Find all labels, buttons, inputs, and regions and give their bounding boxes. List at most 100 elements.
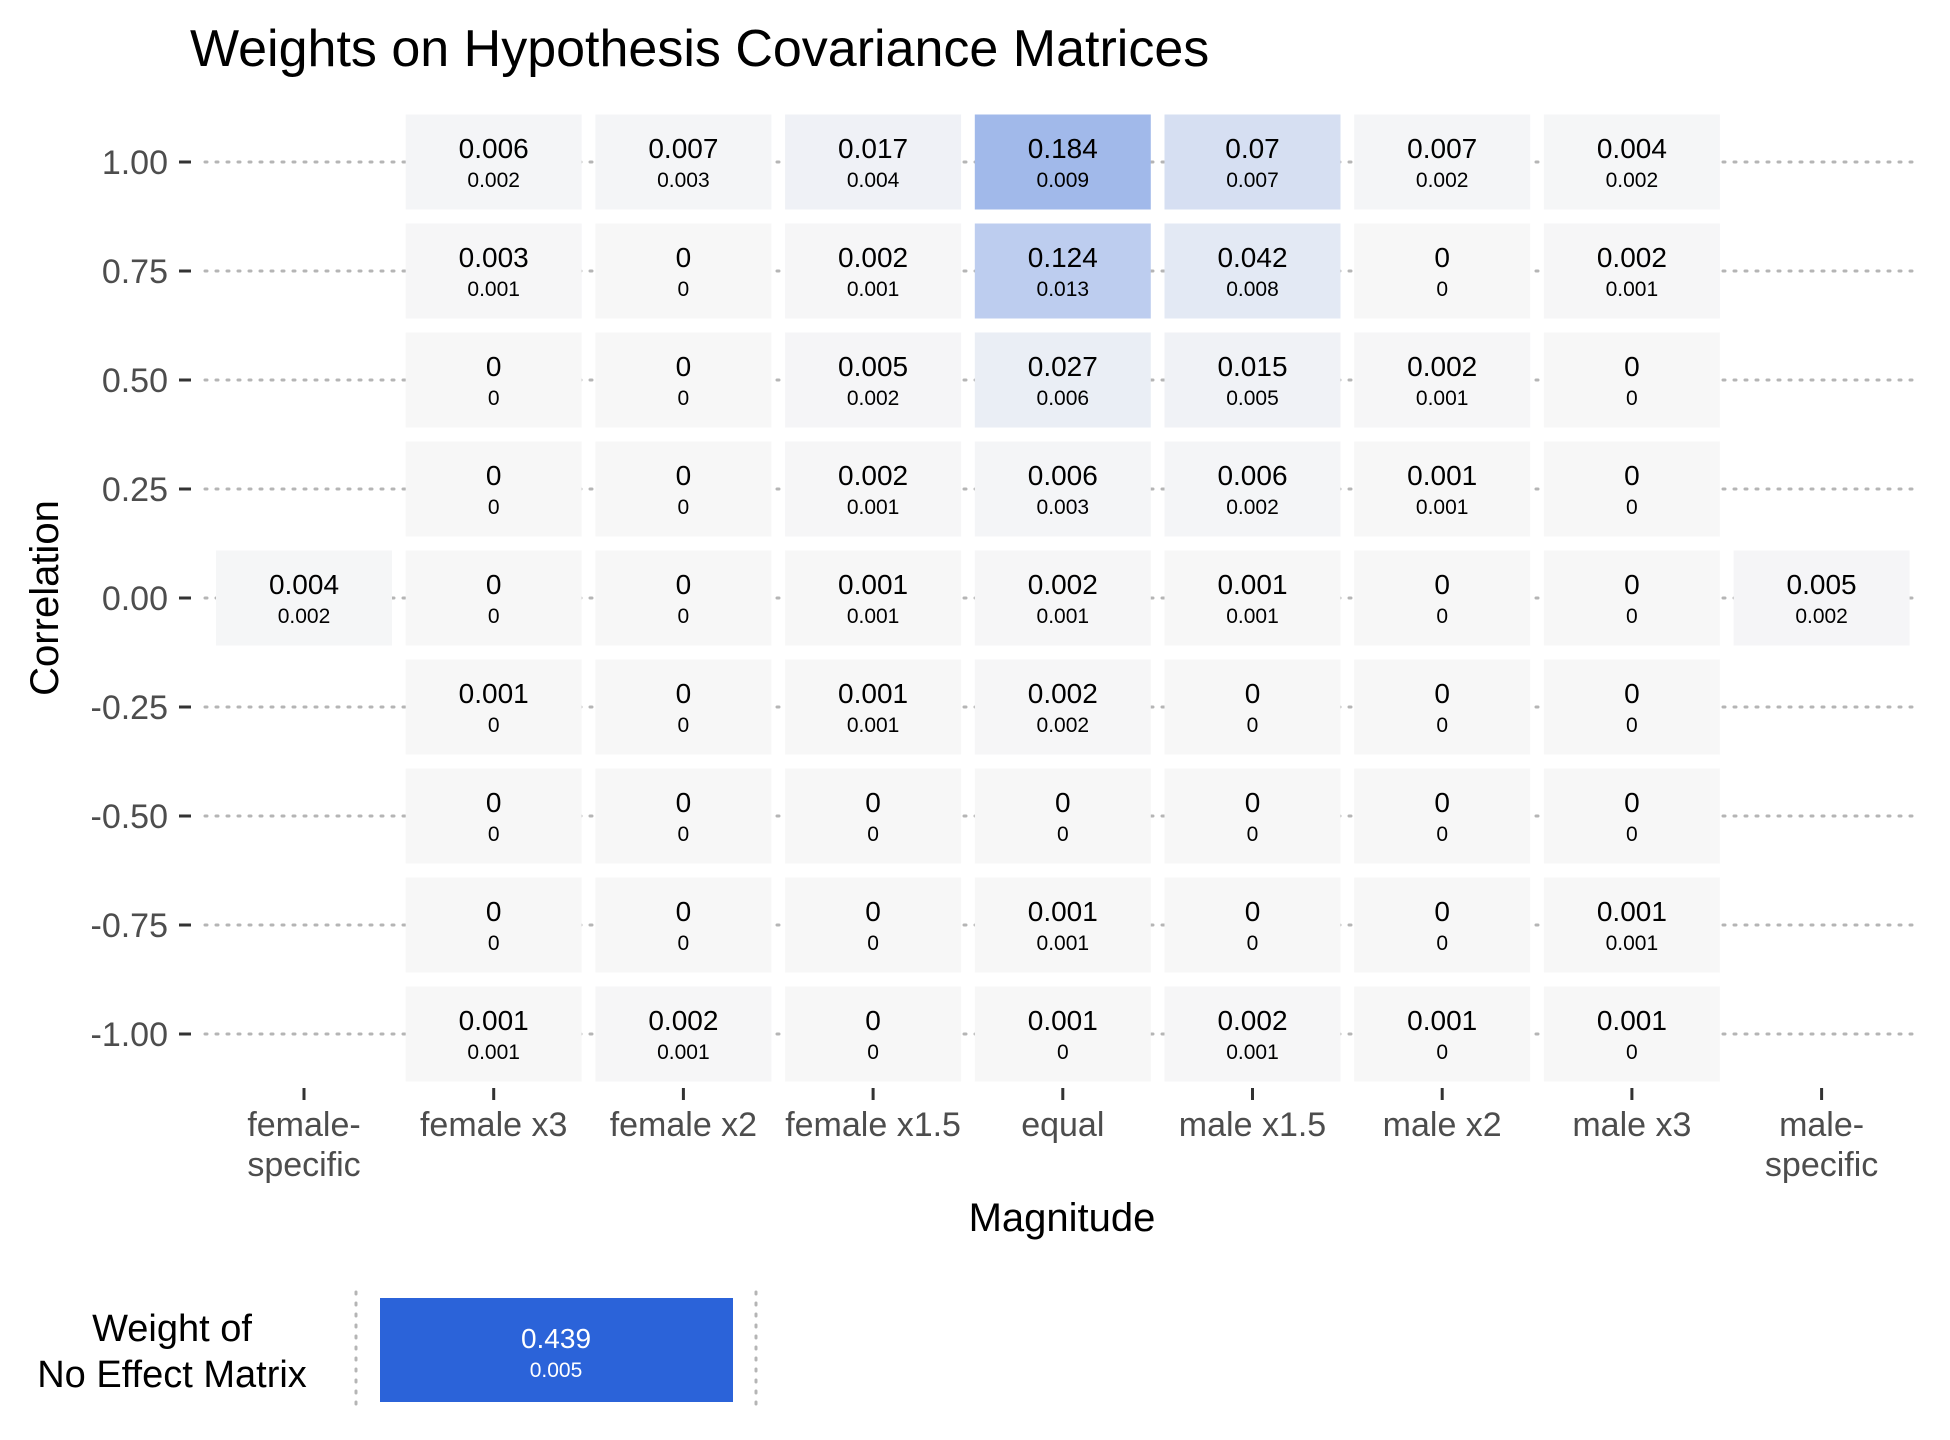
heatmap-cell: 0.004 0.002 [1543,114,1720,210]
cell-se: 0 [678,605,690,628]
heatmap-cell: 00 [595,550,772,646]
heatmap-cell: 0.002 0.001 [974,550,1151,646]
x-tick-label: male-specific [1765,1106,1878,1184]
cell-value: 0 [486,569,502,600]
cell-rect [595,332,772,428]
no-effect-se: 0.005 [530,1359,583,1382]
cell-value: 0.001 [1028,1005,1098,1036]
cell-se: 0 [678,932,690,955]
cell-value: 0 [865,1005,881,1036]
cell-se: 0.002 [847,387,900,410]
cell-se: 0 [867,1041,879,1064]
heatmap-cell: 00 [595,441,772,537]
y-tick-label: 1.00 [102,144,168,182]
cell-value: 0.006 [1028,460,1098,491]
cell-value: 0.005 [838,351,908,382]
cell-value: 0.002 [1597,242,1667,273]
x-tick-label: male x1.5 [1179,1106,1326,1144]
heatmap-cell: 0.027 0.006 [974,332,1151,428]
cell-value: 0 [676,569,692,600]
y-tick-label: 0.00 [102,580,168,618]
heatmap-cell: 00 [405,441,582,537]
cell-value: 0.027 [1028,351,1098,382]
cell-value: 0.124 [1028,242,1098,273]
heatmap-cell: 0.001 0.001 [974,877,1151,973]
cell-value: 0.017 [838,133,908,164]
cell-rect [405,550,582,646]
heatmap-cell: 00 [595,877,772,973]
heatmap-cell: 0.005 0.002 [785,332,962,428]
cell-se: 0.009 [1037,169,1090,192]
heatmap-cell: 0.001 0 [1543,986,1720,1082]
no-effect-label: Weight of No Effect Matrix [37,1308,307,1396]
x-tick-label: male x2 [1383,1106,1502,1144]
cell-value: 0.001 [838,678,908,709]
cell-value: 0.001 [1597,896,1667,927]
cell-value: 0 [676,460,692,491]
cell-rect [1543,659,1720,755]
cell-rect [595,986,772,1082]
y-tick-label: 0.75 [102,253,168,291]
cell-se: 0 [1436,823,1448,846]
cell-value: 0 [1624,787,1640,818]
heatmap-cell: 00 [1354,659,1531,755]
cell-se: 0.007 [1226,169,1279,192]
cell-value: 0.002 [648,1005,718,1036]
cell-se: 0 [488,823,500,846]
cell-se: 0 [1626,605,1638,628]
cell-se: 0.005 [1226,387,1279,410]
cell-rect [974,877,1151,973]
y-axis-title: Correlation [23,500,67,696]
cell-rect [405,441,582,537]
heatmap-cell: 00 [785,877,962,973]
cell-value: 0 [1245,787,1261,818]
cell-se: 0.002 [1416,169,1469,192]
cell-rect [785,986,962,1082]
cell-rect [405,223,582,319]
cell-rect [405,114,582,210]
heatmap-cell: 00 [595,768,772,864]
cell-rect [1354,114,1531,210]
cell-value: 0 [486,460,502,491]
heatmap-cell: 00 [595,659,772,755]
cell-value: 0 [1434,242,1450,273]
heatmap-cell: 0.001 0 [1354,986,1531,1082]
cell-rect [405,659,582,755]
heatmap-cell: 0.002 0.001 [785,441,962,537]
cell-value: 0.001 [1217,569,1287,600]
heatmap-cells: 0.004 0.002 0.005 0.002 0.006 0.002 0.007 0.003… [216,114,1910,1082]
cell-se: 0 [1626,1041,1638,1064]
cell-value: 0.003 [459,242,529,273]
cell-rect [1164,550,1341,646]
cell-rect [974,768,1151,864]
cell-rect [1164,877,1341,973]
cell-value: 0 [1434,896,1450,927]
cell-value: 0.004 [1597,133,1667,164]
heatmap-cell: 0.07 0.007 [1164,114,1341,210]
cell-value: 0.001 [1407,460,1477,491]
cell-value: 0.001 [838,569,908,600]
cell-value: 0 [676,896,692,927]
cell-se: 0.001 [847,496,900,519]
heatmap-cell: 00 [405,332,582,428]
cell-se: 0 [1626,496,1638,519]
y-axis: 1.00 0.75 0.50 0.25 0.00 -0.25 -0.50 -0.75 -1.00 [91,144,191,1054]
cell-value: 0.002 [838,242,908,273]
x-tick-label: equal [1021,1106,1104,1144]
heatmap-cell: 00 [405,877,582,973]
cell-se: 0 [1626,823,1638,846]
cell-se: 0.004 [847,169,900,192]
cell-rect [1543,550,1720,646]
cell-se: 0.001 [1037,932,1090,955]
cell-se: 0 [1626,714,1638,737]
cell-value: 0.001 [1028,896,1098,927]
heatmap-cell: 0.015 0.005 [1164,332,1341,428]
cell-se: 0 [1436,605,1448,628]
cell-se: 0 [1057,1041,1069,1064]
cell-rect [1164,332,1341,428]
cell-value: 0 [1055,787,1071,818]
cell-se: 0.001 [847,605,900,628]
heatmap-cell: 0.006 0.002 [1164,441,1341,537]
cell-rect [1543,877,1720,973]
heatmap-cell: 00 [1354,550,1531,646]
